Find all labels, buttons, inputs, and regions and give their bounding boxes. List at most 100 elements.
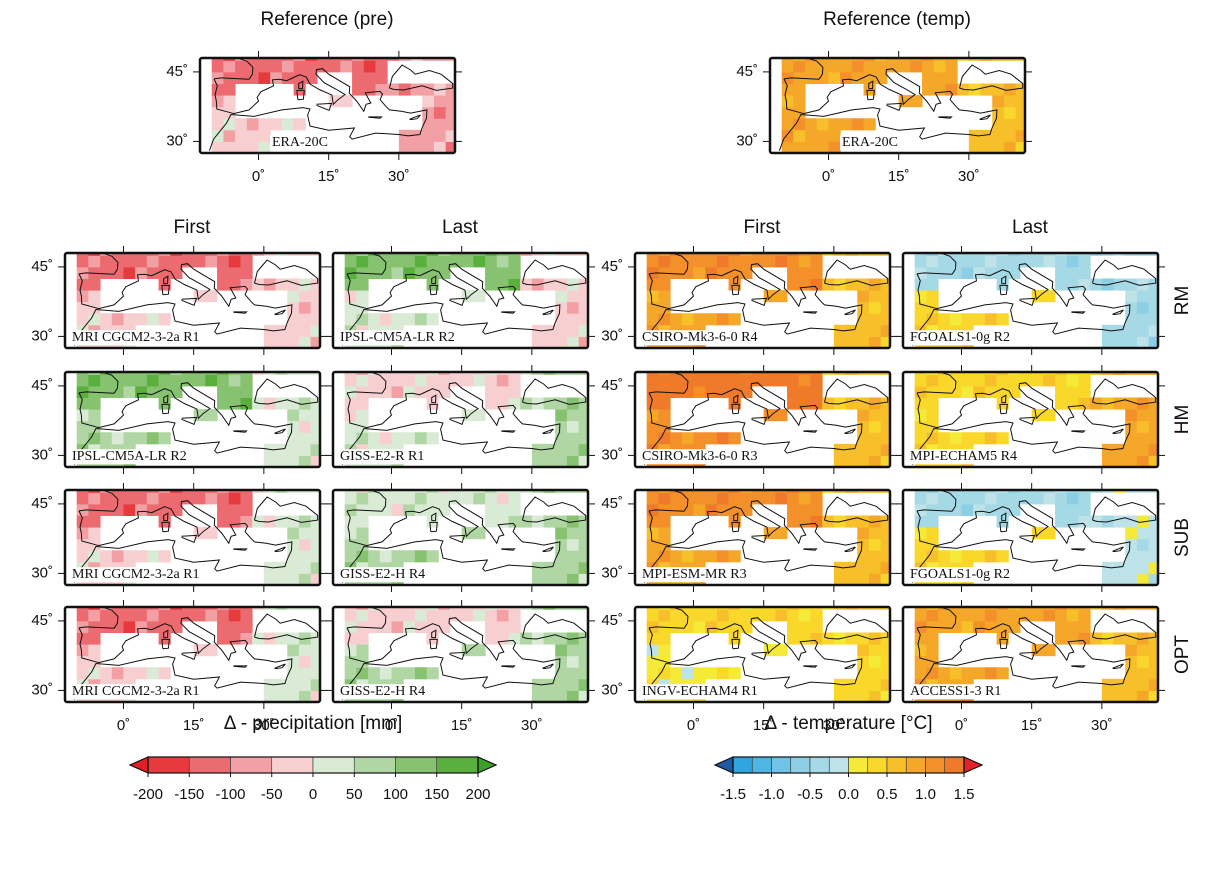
grid-cell [1136, 324, 1150, 337]
coastline [999, 638, 1008, 650]
grid-cell [973, 667, 986, 680]
grid-cell [100, 266, 113, 279]
grid-cell [681, 432, 694, 445]
grid-cell [914, 374, 927, 387]
grid-cell [123, 490, 136, 493]
grid-cell [387, 58, 400, 61]
grid-cell [973, 432, 986, 445]
colorbar-tick-label: 0 [309, 786, 317, 803]
grid-cell [135, 609, 148, 622]
grid-cell [543, 253, 556, 256]
coastline [731, 284, 740, 296]
grid-cell [158, 255, 171, 268]
grid-cell [681, 609, 694, 622]
grid-cell [857, 420, 870, 433]
grid-cell [775, 255, 788, 268]
grid-cell [1031, 253, 1044, 256]
grid-cell [170, 609, 183, 622]
grid-cell [805, 141, 818, 153]
grid-cell [868, 527, 882, 540]
grid-cell [705, 550, 718, 563]
panel-frame [331, 488, 590, 587]
grid-cell [868, 324, 882, 337]
grid-cell [1148, 372, 1158, 375]
grid-cell [414, 550, 428, 563]
model-label: ERA-20C [842, 135, 898, 150]
grid-cell [100, 255, 113, 268]
grid-cell [310, 336, 320, 348]
grid-cell [246, 129, 259, 142]
grid-cell [76, 632, 89, 645]
grid-cell [252, 490, 265, 493]
grid-cell [1101, 455, 1115, 467]
grid-cell [914, 301, 927, 314]
grid-cell [305, 58, 318, 61]
grid-cell [1148, 515, 1158, 528]
colorbar-swatch [436, 756, 479, 774]
grid-cell [181, 374, 195, 387]
grid-cell [961, 503, 974, 516]
grid-cell [508, 609, 521, 622]
grid-cell [287, 527, 300, 540]
colorbar-label: Δ - temperature [°C] [764, 713, 932, 734]
coastline [1071, 665, 1086, 668]
coastline [316, 102, 333, 112]
grid-cell [1019, 253, 1033, 256]
coastline [233, 665, 248, 668]
grid-cell [135, 503, 148, 516]
grid-cell [658, 632, 671, 645]
grid-cell [926, 527, 939, 540]
grid-cell [356, 527, 369, 540]
grid-cell [344, 515, 357, 528]
lon-tick-label: 30˚ [1091, 717, 1113, 734]
grid-cell [798, 372, 811, 375]
coastline [522, 613, 587, 640]
coastline [389, 64, 454, 91]
coastline [824, 613, 889, 640]
model-label-bg [70, 330, 202, 346]
coastline [449, 651, 466, 661]
grid-cell [76, 278, 89, 291]
coastline [213, 78, 218, 102]
grid-cell [146, 313, 160, 326]
grid-cell [1003, 58, 1017, 61]
grid-cell [146, 385, 160, 398]
grid-cell [1101, 607, 1115, 610]
grid-cell [880, 561, 890, 574]
grid-cell [240, 609, 253, 622]
coastline [78, 392, 83, 416]
grid-cell [693, 492, 706, 505]
model-label: ERA-20C [272, 135, 328, 150]
grid-cell [822, 253, 835, 256]
grid-cell [76, 397, 89, 410]
grid-cell [886, 58, 900, 61]
coastline [911, 382, 1131, 465]
grid-cell [949, 372, 962, 375]
grid-cell [914, 420, 927, 433]
grid-cell [670, 492, 683, 505]
grid-cell [438, 372, 451, 375]
grid-cell [310, 397, 320, 410]
grid-cell [293, 58, 306, 61]
grid-cell [810, 266, 823, 279]
lat-tick-label: 45˚ [166, 63, 188, 80]
grid-cell [740, 490, 753, 493]
grid-cell [270, 71, 283, 84]
model-label: GISS-E2-R R1 [340, 449, 424, 464]
coastline [429, 638, 438, 650]
grid-cell [146, 374, 160, 387]
grid-cell [310, 372, 320, 375]
coastline [341, 500, 561, 583]
grid-cell [693, 550, 706, 563]
grid-cell [578, 409, 588, 422]
grid-cell [1148, 527, 1158, 540]
grid-cell [422, 129, 435, 142]
grid-cell [868, 573, 882, 585]
coastline [1112, 663, 1124, 670]
grid-cell [240, 620, 253, 633]
coastline [672, 372, 689, 394]
grid-cell [566, 301, 580, 314]
grid-cell [340, 58, 353, 61]
grid-cell [658, 253, 671, 256]
grid-cell [1136, 420, 1150, 433]
